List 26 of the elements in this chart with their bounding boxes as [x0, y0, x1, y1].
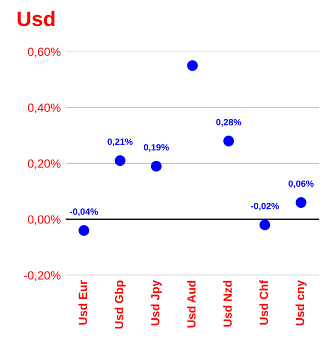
x-tick-label: Usd Aud [186, 280, 196, 328]
data-label: 0,21% [108, 138, 133, 146]
data-label: 0,06% [288, 180, 314, 188]
y-tick-label: 0,60% [28, 48, 61, 58]
data-label: -0,02% [250, 202, 279, 211]
y-tick-label: 0,40% [28, 104, 61, 114]
point [78, 225, 90, 236]
point [296, 197, 306, 208]
x-tick-label: Usd cny [296, 280, 307, 326]
x-tick-label: Usd Eur [78, 280, 88, 325]
x-tick-label: Usd Gbp [114, 280, 126, 329]
point [150, 160, 162, 172]
chart-title: Usd [18, 10, 54, 26]
y-tick-label: -0,20% [24, 271, 61, 281]
x-tick-label: Usd Jpy [150, 280, 162, 326]
x-tick-label: Usd Chf [259, 280, 268, 325]
point [259, 220, 270, 230]
x-tick-label: Usd Nzd [223, 280, 232, 327]
point [187, 60, 198, 71]
point [114, 155, 126, 166]
data-label: -0,04% [70, 208, 98, 216]
data-label: 0,19% [144, 144, 169, 152]
y-tick-label: 0,00% [28, 215, 61, 226]
data-label: 0,28% [216, 118, 242, 127]
y-tick-label: 0,20% [28, 159, 61, 170]
point [223, 136, 234, 146]
